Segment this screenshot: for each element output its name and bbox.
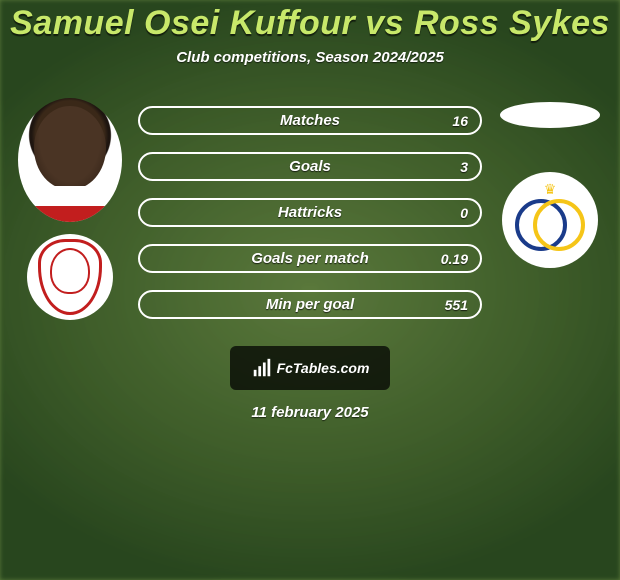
stat-bar-hattricks: Hattricks 0 [138,198,482,227]
stat-bars: Matches 16 Goals 3 Hattricks 0 Goals per… [138,102,482,319]
stat-label: Goals [289,158,331,175]
stat-label: Min per goal [266,296,354,313]
stat-bar-goals-per-match: Goals per match 0.19 [138,244,482,273]
player-photo-right-placeholder [500,102,600,128]
watermark-badge: FcTables.com [230,346,390,390]
player-photo-left [18,98,122,222]
comparison-card: Samuel Osei Kuffour vs Ross Sykes Club c… [0,0,620,580]
stat-value-right: 16 [452,113,468,129]
usg-crest-icon: ♛ [509,179,591,261]
crown-icon: ♛ [544,181,557,198]
stat-value-right: 0 [460,205,468,221]
page-title: Samuel Osei Kuffour vs Ross Sykes [0,4,620,43]
stat-value-right: 3 [460,159,468,175]
stat-value-right: 551 [445,297,468,313]
club-badge-right: ♛ [502,172,598,268]
stat-bar-matches: Matches 16 [138,106,482,135]
chart-icon [251,357,273,379]
stat-value-right: 0.19 [441,251,468,267]
right-player-column: ♛ [494,102,606,268]
stat-label: Matches [280,112,340,129]
generated-date: 11 february 2025 [0,404,620,421]
watermark-label: FcTables.com [277,360,370,376]
stats-area: Matches 16 Goals 3 Hattricks 0 Goals per… [0,102,620,320]
stat-label: Hattricks [278,204,342,221]
left-player-column [14,102,126,320]
stat-bar-goals: Goals 3 [138,152,482,181]
stat-label: Goals per match [251,250,369,267]
stat-bar-min-per-goal: Min per goal 551 [138,290,482,319]
club-badge-left [27,234,113,320]
subtitle: Club competitions, Season 2024/2025 [0,49,620,66]
ajax-crest-icon [38,239,102,315]
